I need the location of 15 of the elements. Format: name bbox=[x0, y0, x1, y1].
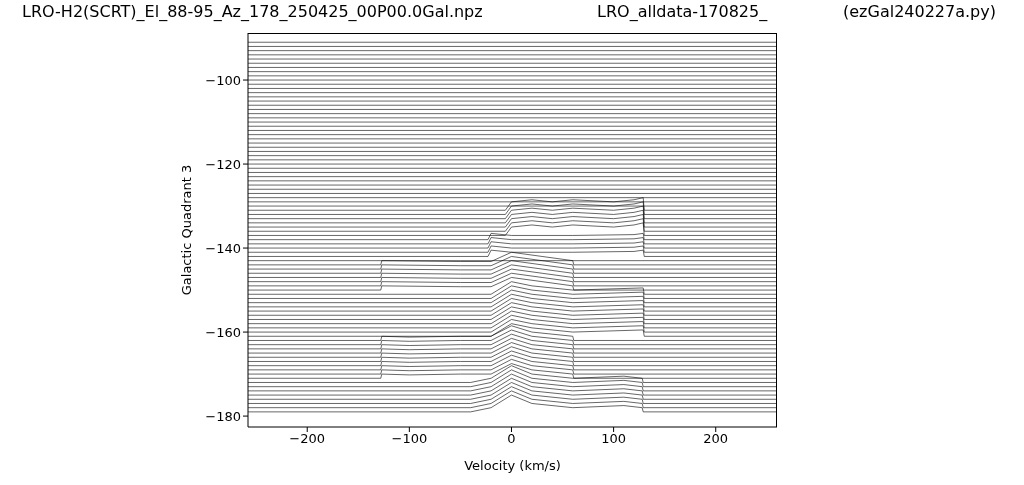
y-tick-label: −140 bbox=[205, 240, 241, 256]
text: (ezGal240227a.py) bbox=[843, 2, 996, 21]
y-tick-label: −120 bbox=[205, 156, 241, 172]
x-tick-label: −100 bbox=[391, 431, 428, 447]
chart-title: LRO-H2(SCRT)_El_88-95_Az_178_250425_00P00.0Gal.npz bbox=[22, 2, 483, 21]
y-tick-label: −160 bbox=[205, 324, 241, 340]
x-tick-label: 200 bbox=[703, 431, 729, 447]
x-tick-label: 100 bbox=[601, 431, 627, 447]
x-tick-label: 0 bbox=[507, 431, 516, 447]
text: LRO_alldata-170825_ bbox=[597, 2, 768, 21]
x-axis-title: Velocity (km/s) bbox=[464, 458, 561, 473]
x-tick-label: −200 bbox=[289, 431, 326, 447]
y-tick-label: −180 bbox=[205, 408, 241, 424]
y-tick-label: −100 bbox=[205, 72, 241, 88]
y-axis-title: Galactic Quadrant 3 bbox=[178, 164, 194, 296]
